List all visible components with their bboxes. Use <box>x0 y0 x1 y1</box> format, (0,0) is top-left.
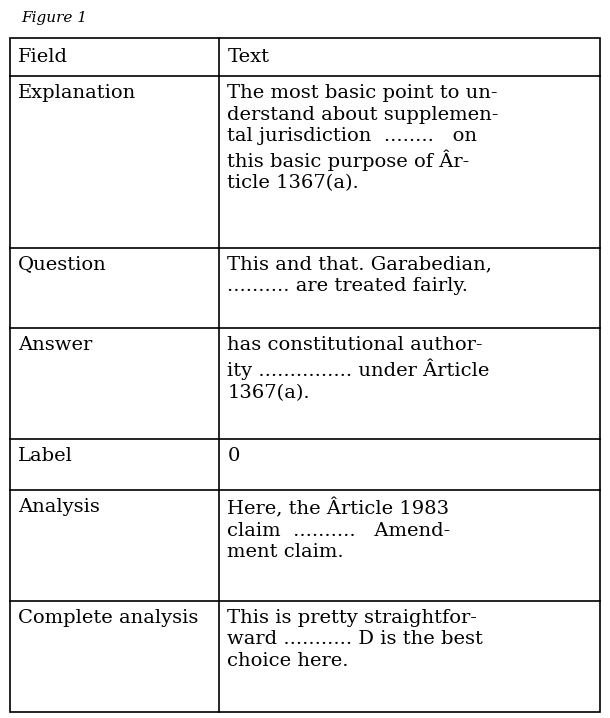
Text: Text: Text <box>228 48 270 66</box>
Text: This and that. Garabedian,
.......... are treated fairly.: This and that. Garabedian, .......... ar… <box>228 256 492 295</box>
Text: The most basic point to un-
derstand about supplemen-
tal jurisdiction  ........: The most basic point to un- derstand abo… <box>228 84 499 192</box>
Text: Field: Field <box>18 48 68 66</box>
Text: Figure 1: Figure 1 <box>21 11 87 25</box>
Text: This is pretty straightfor-
ward ........... D is the best
choice here.: This is pretty straightfor- ward .......… <box>228 609 483 670</box>
Text: Here, the Ârticle 1983
claim  ..........   Amend-
ment claim.: Here, the Ârticle 1983 claim .......... … <box>228 498 451 561</box>
Text: 0: 0 <box>228 447 240 465</box>
Text: Complete analysis: Complete analysis <box>18 609 198 627</box>
Text: Explanation: Explanation <box>18 84 136 102</box>
Text: Analysis: Analysis <box>18 498 100 516</box>
Text: Question: Question <box>18 256 107 274</box>
Text: Answer: Answer <box>18 336 92 355</box>
Text: has constitutional author-
ity ............... under Ârticle
1367(a).: has constitutional author- ity .........… <box>228 336 490 402</box>
Text: Label: Label <box>18 447 73 465</box>
